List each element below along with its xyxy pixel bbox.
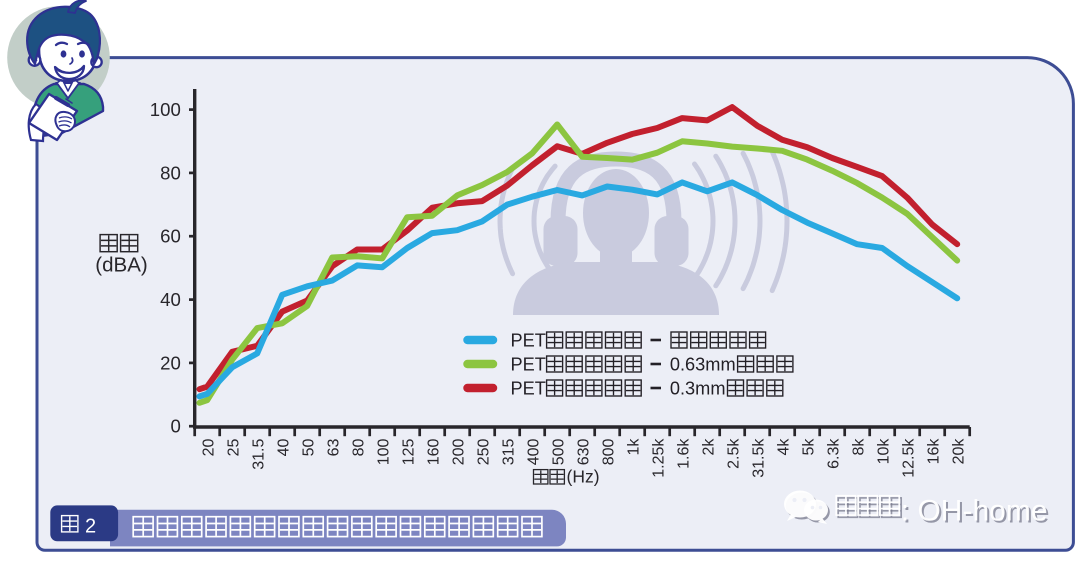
svg-text:63: 63 — [325, 438, 342, 456]
svg-text:PET: PET — [511, 330, 546, 350]
svg-text:315: 315 — [500, 439, 517, 466]
svg-text:630: 630 — [575, 439, 592, 466]
svg-text:2.5k: 2.5k — [725, 438, 742, 469]
svg-text:80: 80 — [350, 438, 367, 456]
svg-text:5k: 5k — [800, 438, 817, 456]
svg-text:200: 200 — [450, 439, 467, 466]
svg-text:31.5: 31.5 — [250, 438, 267, 469]
svg-text:60: 60 — [160, 226, 181, 247]
svg-text:1.25k: 1.25k — [650, 438, 667, 478]
svg-text:2k: 2k — [700, 438, 717, 456]
svg-text:31.5k: 31.5k — [750, 438, 767, 478]
svg-text:25: 25 — [225, 438, 242, 456]
svg-text:20k: 20k — [950, 438, 967, 465]
svg-text:6.3k: 6.3k — [825, 438, 842, 469]
svg-text:400: 400 — [525, 439, 542, 466]
svg-text:1.6k: 1.6k — [675, 438, 692, 469]
svg-text:800: 800 — [600, 439, 617, 466]
svg-text:PET: PET — [511, 378, 546, 398]
svg-text:160: 160 — [425, 439, 442, 466]
svg-text:80: 80 — [160, 162, 181, 183]
svg-text:1k: 1k — [625, 438, 642, 456]
svg-text:500: 500 — [550, 439, 567, 466]
svg-text:100: 100 — [150, 99, 181, 120]
svg-text:16k: 16k — [925, 438, 942, 465]
svg-text:2: 2 — [85, 516, 96, 538]
svg-text:100: 100 — [375, 439, 392, 466]
svg-text:4k: 4k — [775, 438, 792, 456]
svg-text:: OH-home: : OH-home — [903, 497, 1050, 530]
svg-text:125: 125 — [400, 439, 417, 466]
svg-text:12.5k: 12.5k — [900, 438, 917, 478]
svg-text:40: 40 — [160, 289, 181, 310]
svg-text:: OH-home: : OH-home — [901, 495, 1048, 528]
svg-text:8k: 8k — [850, 438, 867, 456]
svg-text:250: 250 — [475, 439, 492, 466]
svg-text:0.63mm: 0.63mm — [670, 354, 736, 374]
svg-text:PET: PET — [511, 354, 546, 374]
svg-text:20: 20 — [200, 438, 217, 456]
svg-text:(dBA): (dBA) — [95, 254, 147, 277]
svg-text:50: 50 — [300, 438, 317, 456]
svg-text:(Hz): (Hz) — [567, 467, 600, 487]
svg-text:0.3mm: 0.3mm — [670, 378, 726, 398]
svg-text:10k: 10k — [875, 438, 892, 465]
svg-text:0: 0 — [170, 416, 180, 437]
svg-text:20: 20 — [160, 352, 181, 373]
svg-text:40: 40 — [275, 438, 292, 456]
